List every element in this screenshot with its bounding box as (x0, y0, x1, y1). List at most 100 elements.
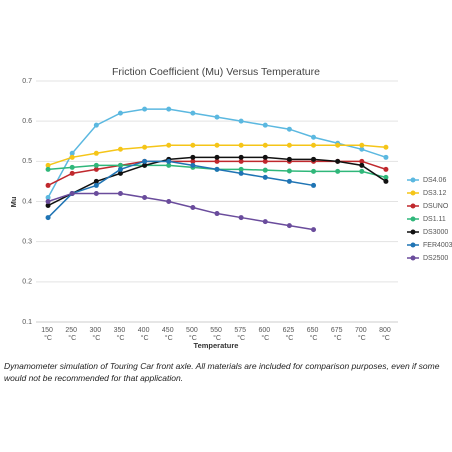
data-point (286, 178, 292, 184)
data-point (238, 154, 244, 160)
data-point (69, 150, 75, 156)
data-point (166, 142, 172, 148)
data-point (166, 199, 172, 204)
data-point (286, 168, 292, 174)
data-point (262, 219, 268, 225)
legend-marker (410, 242, 416, 248)
data-point (383, 174, 389, 180)
data-point (142, 158, 148, 164)
data-point (190, 110, 196, 116)
data-point (93, 182, 99, 188)
data-point (238, 158, 244, 164)
data-point (238, 170, 244, 176)
legend-marker (410, 203, 416, 209)
data-point (286, 223, 292, 229)
legend-marker (410, 255, 416, 261)
legend-label: DS3000 (423, 229, 448, 236)
data-point (359, 142, 365, 148)
data-point (383, 154, 389, 160)
data-point (238, 166, 244, 172)
data-point (93, 162, 99, 168)
x-tick-label: 450 °C (162, 327, 176, 342)
data-point (45, 194, 51, 200)
x-tick-label: 575 °C (234, 327, 248, 342)
data-point (69, 164, 75, 170)
series-line (47, 160, 314, 219)
data-point (262, 122, 268, 128)
data-point (262, 174, 268, 180)
x-tick-label: 800 °C (379, 327, 393, 342)
chart-title: Friction Coefficient (Mu) Versus Tempera… (112, 66, 320, 78)
data-point (311, 134, 317, 140)
data-point (214, 114, 220, 120)
data-point (190, 205, 196, 211)
data-point (166, 106, 172, 112)
data-point (142, 106, 148, 112)
data-point (262, 142, 268, 148)
legend-label: DS3.12 (423, 190, 446, 197)
data-point (166, 158, 172, 164)
data-point (262, 158, 268, 164)
data-point (45, 166, 51, 172)
data-point (286, 126, 292, 132)
data-point (45, 162, 51, 168)
x-tick-label: 700 °C (355, 327, 369, 342)
data-point (238, 215, 244, 221)
y-tick-label: 0.4 (22, 198, 32, 205)
legend-label: DS2500 (423, 255, 448, 262)
data-point (383, 144, 389, 150)
data-point (238, 118, 244, 124)
data-point (214, 154, 220, 160)
x-tick-label: 500 °C (186, 327, 200, 342)
x-tick-label: 300 °C (90, 327, 104, 342)
data-point (117, 170, 123, 176)
series-line (47, 192, 314, 231)
data-point (311, 168, 317, 174)
data-point (69, 154, 75, 160)
x-tick-label: 675 °C (331, 327, 345, 342)
data-point (142, 144, 148, 150)
data-point (359, 146, 365, 152)
data-point (262, 154, 268, 160)
chart: Friction Coefficient (Mu) Versus Tempera… (9, 66, 452, 350)
x-tick-label: 625 °C (283, 327, 297, 342)
data-point (311, 142, 317, 148)
x-tick-label: 600 °C (258, 327, 272, 342)
y-tick-label: 0.3 (22, 239, 32, 246)
data-point (93, 166, 99, 172)
data-point (238, 142, 244, 148)
legend-marker (410, 177, 416, 183)
data-point (166, 162, 172, 168)
data-point (117, 190, 123, 196)
data-point (45, 182, 51, 188)
legend-marker (410, 229, 416, 235)
x-tick-label: 650 °C (307, 327, 321, 342)
data-point (214, 211, 220, 217)
legend-marker (410, 216, 416, 222)
data-point (383, 166, 389, 172)
x-tick-label: 350 °C (114, 327, 128, 342)
data-point (117, 166, 123, 172)
data-point (190, 162, 196, 168)
y-tick-label: 0.1 (22, 319, 32, 326)
data-point (45, 199, 51, 204)
y-axis-title: Mu (9, 196, 18, 207)
data-point (142, 194, 148, 200)
data-point (93, 178, 99, 184)
y-tick-label: 0.5 (22, 158, 32, 165)
data-point (214, 142, 220, 148)
x-tick-label: 550 °C (210, 327, 224, 342)
data-point (335, 158, 341, 164)
data-point (383, 178, 389, 184)
legend-label: FER4003 (423, 242, 452, 249)
data-point (93, 122, 99, 128)
data-point (190, 158, 196, 164)
y-tick-label: 0.7 (22, 78, 32, 85)
x-tick-label: 250 °C (65, 327, 79, 342)
y-tick-label: 0.6 (22, 118, 32, 125)
data-point (69, 170, 75, 176)
x-tick-label: 400 °C (138, 327, 152, 342)
data-point (359, 158, 365, 164)
x-tick-label: 150 °C (41, 327, 55, 342)
